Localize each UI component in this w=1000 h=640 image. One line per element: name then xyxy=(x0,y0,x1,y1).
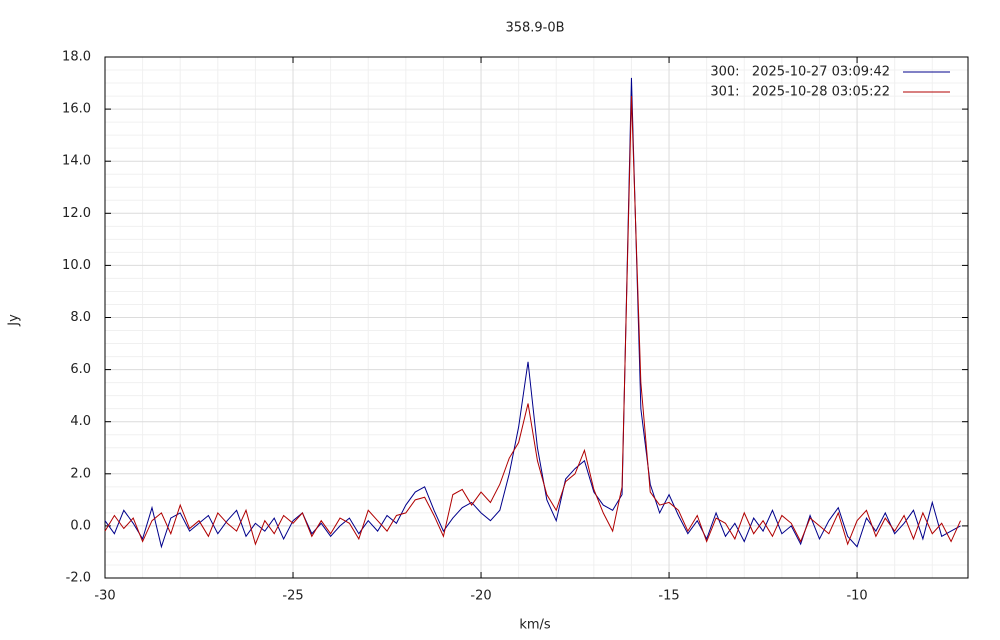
y-tick-label: 14.0 xyxy=(62,154,91,169)
legend-label: 300: 2025-10-27 03:09:42 xyxy=(710,65,890,80)
plot-frame xyxy=(104,56,969,579)
y-tick-label: 6.0 xyxy=(70,362,91,377)
y-tick-label: 18.0 xyxy=(62,50,91,65)
y-tick-label: 0.0 xyxy=(70,518,91,533)
data-line xyxy=(104,96,961,546)
x-tick-label: -15 xyxy=(658,589,679,604)
y-tick-label: 10.0 xyxy=(62,258,91,273)
x-tick-label: -25 xyxy=(282,589,303,604)
chart-title: 358.9-0B xyxy=(505,21,564,36)
y-tick-label: 12.0 xyxy=(62,206,91,221)
x-axis-label: km/s xyxy=(519,618,551,633)
y-tick-label: 16.0 xyxy=(62,102,91,117)
y-tick-label: 2.0 xyxy=(70,466,91,481)
y-tick-label: 4.0 xyxy=(70,414,91,429)
y-tick-label: 8.0 xyxy=(70,310,91,325)
x-tick-label: -10 xyxy=(846,589,867,604)
y-tick-label: -2.0 xyxy=(66,571,91,586)
x-tick-label: -20 xyxy=(470,589,491,604)
x-tick-label: -30 xyxy=(94,589,115,604)
data-line xyxy=(104,77,961,549)
legend-label: 301: 2025-10-28 03:05:22 xyxy=(710,85,890,100)
y-axis-label: Jy xyxy=(7,314,22,327)
